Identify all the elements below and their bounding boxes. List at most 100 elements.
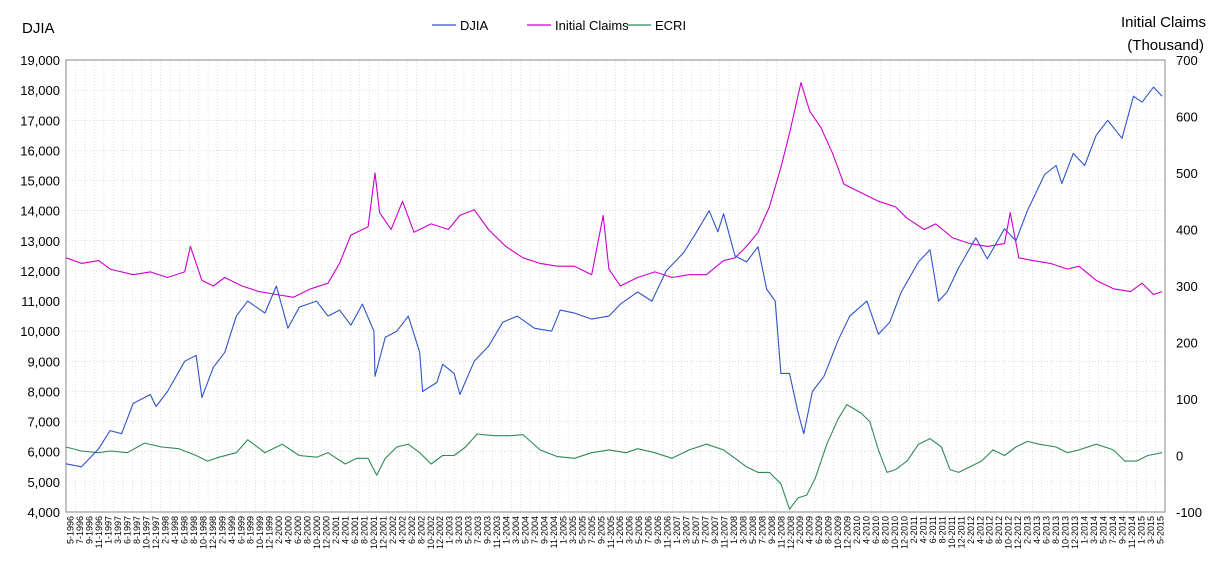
x-tick-label: 1-2004 bbox=[502, 516, 512, 544]
x-tick-label: 12-2011 bbox=[956, 516, 966, 548]
x-tick-label: 11-2005 bbox=[606, 516, 616, 548]
right-axis-title-line2: (Thousand) bbox=[1127, 37, 1204, 54]
left-tick-label: 18,000 bbox=[20, 83, 60, 98]
x-tick-label: 10-2009 bbox=[833, 516, 843, 549]
x-tick-label: 12-2000 bbox=[322, 516, 332, 549]
x-tick-label: 1-2015 bbox=[1136, 516, 1146, 544]
series-line-djia bbox=[65, 86, 1163, 468]
x-tick-label: 12-1997 bbox=[151, 516, 161, 549]
x-tick-label: 12-2001 bbox=[378, 516, 388, 549]
x-tick-label: 3-2014 bbox=[1089, 516, 1099, 544]
left-tick-label: 16,000 bbox=[20, 143, 60, 158]
x-tick-label: 9-2014 bbox=[1117, 516, 1127, 544]
x-tick-label: 4-2000 bbox=[284, 516, 294, 544]
left-tick-label: 17,000 bbox=[20, 113, 60, 128]
x-tick-label: 6-2013 bbox=[1042, 516, 1052, 544]
x-tick-label: 7-2005 bbox=[587, 516, 597, 544]
x-tick-label: 9-2007 bbox=[710, 516, 720, 544]
x-tick-label: 10-2013 bbox=[1061, 516, 1071, 549]
left-tick-label: 5,000 bbox=[27, 475, 60, 490]
x-tick-label: 11-1996 bbox=[94, 516, 104, 548]
x-tick-label: 9-2003 bbox=[483, 516, 493, 544]
gridlines bbox=[65, 59, 1166, 513]
x-tick-label: 2-2011 bbox=[909, 516, 919, 543]
x-tick-label: 6-1997 bbox=[123, 516, 133, 544]
x-tick-label: 9-1996 bbox=[85, 516, 95, 544]
x-tick-label: 1-2008 bbox=[729, 516, 739, 544]
plot-area-frame bbox=[65, 59, 1166, 513]
right-tick-label: 200 bbox=[1176, 336, 1198, 351]
x-tick-label: 9-2005 bbox=[596, 516, 606, 544]
x-tick-label: 8-2013 bbox=[1051, 516, 1061, 544]
x-tick-label: 9-2004 bbox=[539, 516, 549, 544]
x-tick-label: 11-2008 bbox=[776, 516, 786, 548]
x-tick-label: 4-2010 bbox=[862, 516, 872, 544]
x-tick-label: 6-2001 bbox=[350, 516, 360, 544]
x-tick-label: 2-1999 bbox=[217, 516, 227, 544]
right-axis-ticks: -100 0 100 200 300 400 500 600 700 bbox=[1176, 53, 1202, 520]
x-tick-label: 12-2010 bbox=[899, 516, 909, 549]
x-tick-label: 10-2000 bbox=[312, 516, 322, 549]
left-tick-label: 19,000 bbox=[20, 53, 60, 68]
x-tick-label: 2-2001 bbox=[331, 516, 341, 544]
series-line-initial-claims bbox=[65, 82, 1163, 298]
left-tick-label: 9,000 bbox=[27, 354, 60, 369]
x-tick-label: 7-2008 bbox=[757, 516, 767, 544]
left-tick-label: 4,000 bbox=[27, 505, 60, 520]
x-tick-label: 8-1998 bbox=[189, 516, 199, 544]
left-tick-label: 6,000 bbox=[27, 445, 60, 460]
x-tick-label: 3-2007 bbox=[682, 516, 692, 544]
left-tick-label: 15,000 bbox=[20, 174, 60, 189]
right-tick-label: 700 bbox=[1176, 53, 1198, 68]
x-tick-label: 4-2002 bbox=[397, 516, 407, 544]
x-tick-label: 7-2003 bbox=[473, 516, 483, 544]
x-tick-label: 8-1997 bbox=[132, 516, 142, 544]
x-tick-label: 12-2008 bbox=[786, 516, 796, 549]
x-tick-label: 2-2009 bbox=[795, 516, 805, 544]
x-tick-label: 1-2005 bbox=[558, 516, 568, 544]
x-tick-label: 6-1999 bbox=[236, 516, 246, 544]
left-tick-label: 10,000 bbox=[20, 324, 60, 339]
x-tick-label: 4-2012 bbox=[975, 516, 985, 544]
x-tick-label: 2-2010 bbox=[852, 516, 862, 544]
series-layer bbox=[65, 82, 1163, 510]
legend-label: Initial Claims bbox=[555, 18, 629, 33]
right-axis-title-line1: Initial Claims bbox=[1121, 14, 1206, 31]
x-tick-label: 8-1999 bbox=[246, 516, 256, 544]
x-tick-label: 6-2010 bbox=[871, 516, 881, 544]
x-tick-label: 5-2004 bbox=[520, 516, 530, 544]
x-tick-label: 2-2012 bbox=[966, 516, 976, 544]
x-tick-label: 1-2006 bbox=[615, 516, 625, 544]
x-tick-label: 5-2006 bbox=[634, 516, 644, 544]
x-tick-label: 8-2011 bbox=[937, 516, 947, 543]
x-tick-label: 7-1996 bbox=[75, 516, 85, 544]
right-tick-label: -100 bbox=[1176, 505, 1202, 520]
x-tick-label: 8-2012 bbox=[994, 516, 1004, 544]
x-tick-label: 4-1998 bbox=[170, 516, 180, 544]
x-tick-label: 5-2014 bbox=[1098, 516, 1108, 544]
x-tick-label: 7-2007 bbox=[701, 516, 711, 544]
x-tick-label: 12-2002 bbox=[435, 516, 445, 549]
left-tick-label: 8,000 bbox=[27, 384, 60, 399]
x-tick-label: 3-1997 bbox=[113, 516, 123, 544]
x-tick-label: 12-2012 bbox=[1013, 516, 1023, 549]
x-tick-label: 6-2011 bbox=[928, 516, 938, 543]
left-tick-label: 11,000 bbox=[21, 294, 60, 309]
legend-label: ECRI bbox=[655, 18, 686, 33]
x-tick-label: 6-2002 bbox=[407, 516, 417, 544]
x-tick-label: 10-1997 bbox=[142, 516, 152, 549]
x-tick-label: 12-1999 bbox=[265, 516, 275, 549]
x-tick-label: 11-2004 bbox=[549, 516, 559, 548]
x-tick-label: 2-2000 bbox=[274, 516, 284, 544]
x-tick-label: 10-2001 bbox=[369, 516, 379, 549]
x-tick-label: 7-2014 bbox=[1108, 516, 1118, 544]
x-tick-label: 5-2015 bbox=[1155, 516, 1165, 544]
x-tick-label: 3-2015 bbox=[1146, 516, 1156, 544]
x-tick-label: 2-2013 bbox=[1023, 516, 1033, 544]
x-tick-label: 11-2007 bbox=[719, 516, 729, 548]
legend-label: DJIA bbox=[460, 18, 489, 33]
x-tick-label: 1-2007 bbox=[672, 516, 682, 544]
x-tick-label: 8-2009 bbox=[824, 516, 834, 544]
right-tick-label: 100 bbox=[1176, 392, 1198, 407]
